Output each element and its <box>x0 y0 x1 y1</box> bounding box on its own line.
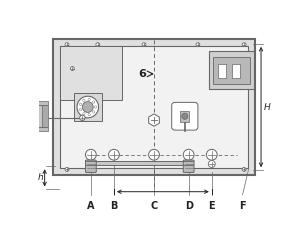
Circle shape <box>142 43 146 46</box>
Text: D: D <box>185 201 193 211</box>
Circle shape <box>83 112 85 115</box>
Circle shape <box>85 149 96 160</box>
FancyBboxPatch shape <box>85 160 96 172</box>
Bar <box>213 57 250 84</box>
Circle shape <box>65 168 69 171</box>
Text: B: B <box>110 201 118 211</box>
Text: A: A <box>87 201 95 211</box>
Text: 6: 6 <box>138 69 146 79</box>
Bar <box>42 106 48 127</box>
Bar <box>34 127 48 131</box>
Circle shape <box>208 160 215 168</box>
Circle shape <box>79 108 82 111</box>
Bar <box>34 106 45 127</box>
Circle shape <box>88 98 90 100</box>
Circle shape <box>80 115 85 120</box>
Bar <box>60 46 122 100</box>
Circle shape <box>149 149 159 160</box>
FancyBboxPatch shape <box>183 160 194 172</box>
Circle shape <box>196 43 200 46</box>
Bar <box>60 46 248 168</box>
Text: F: F <box>239 201 246 211</box>
Circle shape <box>83 99 85 102</box>
Circle shape <box>183 149 194 160</box>
Circle shape <box>182 113 188 119</box>
Circle shape <box>206 149 217 160</box>
Circle shape <box>82 102 93 112</box>
Text: H: H <box>264 102 271 112</box>
Circle shape <box>96 43 100 46</box>
Text: E: E <box>208 201 215 211</box>
Bar <box>74 93 102 121</box>
Circle shape <box>79 103 82 106</box>
FancyBboxPatch shape <box>172 102 198 130</box>
Text: h: h <box>37 173 43 182</box>
Circle shape <box>77 96 98 118</box>
Circle shape <box>70 66 74 70</box>
Circle shape <box>109 149 119 160</box>
Polygon shape <box>149 114 159 126</box>
Circle shape <box>65 43 69 46</box>
Bar <box>232 64 240 78</box>
Circle shape <box>94 106 97 108</box>
Bar <box>210 51 254 89</box>
Circle shape <box>242 168 246 171</box>
Circle shape <box>88 114 90 116</box>
Circle shape <box>92 111 95 113</box>
Circle shape <box>92 101 95 103</box>
Text: C: C <box>150 201 158 211</box>
Bar <box>53 39 255 175</box>
Bar <box>86 161 193 165</box>
Bar <box>180 111 189 122</box>
Bar <box>218 64 226 78</box>
Bar <box>34 101 48 105</box>
Circle shape <box>242 43 246 46</box>
